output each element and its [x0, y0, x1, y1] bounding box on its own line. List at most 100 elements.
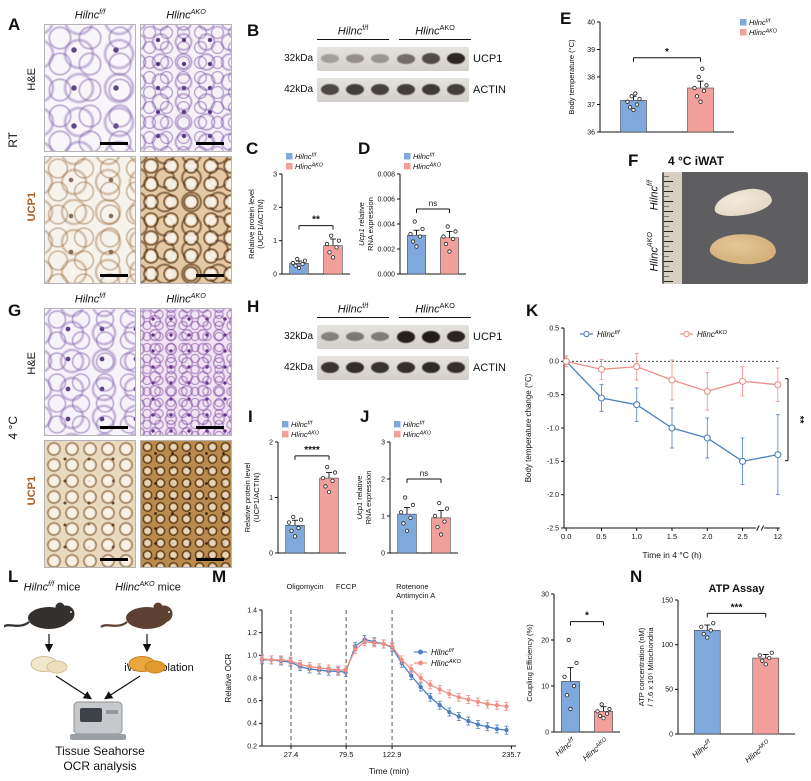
blot-band [371, 362, 390, 374]
svg-text:122.9: 122.9 [383, 750, 402, 759]
panel-letter-C: C [246, 139, 259, 158]
blot-band [320, 54, 339, 63]
photo-title: 4 °C iWAT [668, 154, 724, 168]
svg-text:Hilncf/f: Hilncf/f [291, 420, 313, 429]
svg-text:-1.5: -1.5 [547, 459, 559, 466]
svg-text:0.002: 0.002 [377, 246, 395, 253]
svg-text:Hilncf/f: Hilncf/f [295, 152, 317, 161]
svg-text:Antimycin A: Antimycin A [396, 591, 435, 600]
iwat-tissue-flox [712, 186, 774, 219]
iwat-tissue-ako [708, 231, 778, 267]
svg-text:HlincAKO: HlincAKO [431, 659, 462, 668]
blot-band [396, 330, 415, 343]
panel-A: A Hilncf/f HlincAKO RT H&E UCP1 [4, 2, 240, 288]
svg-text:0.0: 0.0 [549, 359, 559, 366]
svg-text:1: 1 [269, 495, 273, 502]
arrow-flox-to-machine [55, 675, 93, 700]
svg-text:Hilncf/f: Hilncf/f [597, 330, 621, 339]
scale-bar [196, 274, 224, 277]
svg-text:Hilncf/f: Hilncf/f [413, 152, 435, 161]
svg-text:(UCP1/ACTIN): (UCP1/ACTIN) [256, 199, 265, 249]
panel-B: B Hilncf/f HlincAKO 32kDa UCP1 42kDa ACTIN [243, 14, 525, 132]
svg-text:1: 1 [381, 513, 385, 520]
svg-text:ns: ns [420, 469, 428, 478]
svg-text:150: 150 [661, 597, 673, 604]
chart-ucp1-rna-cold: 0 1 2 3 Ucp1 relative RNA expression ns Hilncf/… [355, 420, 458, 557]
col-header-flox-rt: Hilncf/f [74, 8, 106, 22]
scale-bar [100, 426, 128, 429]
svg-text:1.4: 1.4 [247, 607, 257, 614]
blot-row: 32kDa UCP1 [275, 46, 523, 71]
svg-text:ATP Assay: ATP Assay [708, 583, 765, 595]
svg-text:(UCP1/ACTIN): (UCP1/ACTIN) [252, 472, 261, 522]
blot-genotype-label: HlincAKO [399, 302, 471, 318]
svg-text:****: **** [304, 445, 320, 456]
blot-band [371, 84, 390, 96]
svg-text:10: 10 [541, 683, 549, 690]
blot-row: 32kDa UCP1 [275, 324, 523, 349]
svg-text:HlincAKO: HlincAKO [697, 330, 728, 339]
blot-band [320, 332, 339, 342]
svg-text:20: 20 [541, 637, 549, 644]
blot-band [320, 84, 339, 96]
panel-letter-G: G [8, 301, 22, 320]
histology-he-ako-rt [140, 24, 232, 152]
panel-J: J 0 1 2 3 Ucp1 relative RNA expression ns Hilnc… [352, 402, 470, 564]
blot-row: 42kDa ACTIN [275, 355, 523, 380]
svg-text:HlincAKO: HlincAKO [743, 738, 772, 765]
svg-text:RNA expression: RNA expression [366, 197, 375, 251]
svg-text:12: 12 [774, 532, 782, 541]
blot-band [447, 84, 466, 96]
blot-band [396, 53, 415, 64]
svg-text:0.8: 0.8 [247, 675, 257, 682]
svg-text:0.6: 0.6 [247, 698, 257, 705]
svg-text:Body temperature (°C): Body temperature (°C) [567, 39, 576, 115]
chart-body-temperature: 36 37 38 39 40 Body temperature (°C) * Hilncf/f… [567, 18, 778, 136]
svg-text:Time (min): Time (min) [369, 766, 409, 776]
panel-C: C 0 1 2 3 Relative protein level (UCP1/ACTIN)… [240, 134, 358, 284]
chart-atp-assay: ATP Assay 0 50 100 150 ATP concentration (nM)… [637, 583, 795, 765]
svg-text:0: 0 [381, 550, 385, 557]
photo-label-ako: HlincAKO [646, 232, 661, 272]
svg-text:0.5: 0.5 [596, 532, 606, 541]
blot-band [345, 331, 364, 342]
blot-kda-label: 42kDa [284, 362, 313, 374]
blot-genotype-label: HlincAKO [399, 24, 471, 40]
mouse-icon-ako [100, 602, 173, 629]
blot-group-labels: Hilncf/f HlincAKO [317, 24, 523, 40]
blot-band [447, 52, 466, 65]
panel-letter-E: E [560, 9, 572, 28]
svg-text:0.5: 0.5 [549, 325, 559, 332]
scale-bar [100, 274, 128, 277]
panel-H: H Hilncf/f HlincAKO 32kDa UCP1 42kDa ACTIN [243, 292, 525, 402]
scale-bar [196, 426, 224, 429]
mouse-icon-flox [4, 602, 75, 629]
svg-text:HlincAKO: HlincAKO [413, 162, 442, 171]
blot-band [371, 331, 390, 342]
chart-seahorse-ocr: 0.2 0.4 0.6 0.8 1.0 1.2 1.4 Relative OCR 27.4 79.… [224, 582, 521, 776]
svg-text:FCCP: FCCP [336, 582, 356, 591]
svg-text:0: 0 [269, 550, 273, 557]
workflow-diagram [4, 602, 173, 740]
svg-text:3: 3 [273, 171, 277, 178]
svg-text:1.0: 1.0 [632, 532, 642, 541]
svg-text:ATP concentration (nM): ATP concentration (nM) [637, 627, 646, 706]
svg-text:Relative protein level: Relative protein level [247, 189, 256, 259]
svg-text:Hilncf/f: Hilncf/f [403, 420, 425, 429]
svg-text:-0.5: -0.5 [547, 392, 559, 399]
blot-lane-strip [317, 77, 469, 102]
panel-G: G Hilncf/f HlincAKO 4 °C H&E UCP1 [4, 288, 240, 572]
blot-band [421, 84, 440, 96]
chart-ucp1-rna-rt: 0.000 0.002 0.004 0.006 0.008 Ucp1 relative RN… [357, 152, 466, 278]
stain-label-he-cold: H&E [26, 352, 38, 375]
panel-N: N ATP Assay 0 50 100 150 ATP concentration (n… [628, 566, 810, 780]
blot-genotype-label: Hilncf/f [317, 302, 389, 318]
iwat-photo [662, 172, 808, 284]
western-blot-rt: Hilncf/f HlincAKO 32kDa UCP1 42kDa ACTIN [275, 24, 523, 102]
panel-letter-L: L [8, 567, 19, 586]
histology-ucp1-ako-cold [140, 440, 232, 568]
svg-text:1.5: 1.5 [667, 532, 677, 541]
scale-bar [100, 558, 128, 561]
svg-text:ns: ns [429, 199, 437, 208]
